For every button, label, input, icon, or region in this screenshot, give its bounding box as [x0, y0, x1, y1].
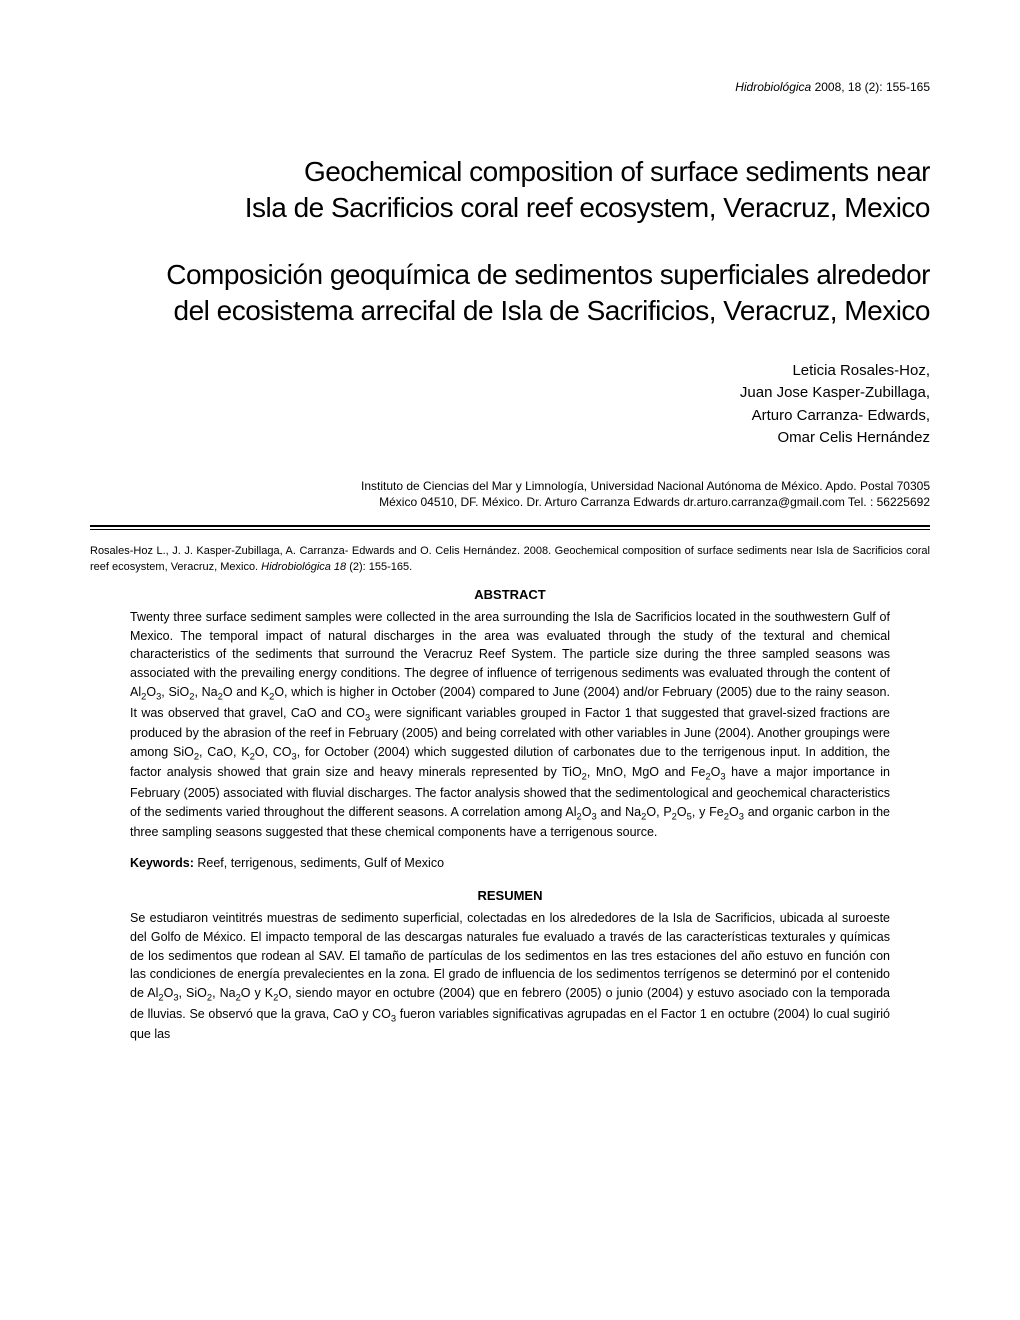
- citation-authors: Rosales-Hoz L., J. J. Kasper-Zubillaga, …: [90, 545, 930, 572]
- affiliation-line2: México 04510, DF. México. Dr. Arturo Car…: [90, 494, 930, 511]
- citation-full: Rosales-Hoz L., J. J. Kasper-Zubillaga, …: [90, 544, 930, 575]
- title-es-line2: del ecosistema arrecifal de Isla de Sacr…: [90, 293, 930, 329]
- authors-block: Leticia Rosales-Hoz, Juan Jose Kasper-Zu…: [90, 360, 930, 450]
- title-english: Geochemical composition of surface sedim…: [90, 154, 930, 227]
- author-4: Omar Celis Hernández: [90, 427, 930, 450]
- keywords-label: Keywords:: [130, 856, 194, 870]
- citation-journal: Hidrobiológica 18: [261, 561, 349, 573]
- citation-rest: (2): 155-165.: [349, 561, 412, 573]
- title-spanish: Composición geoquímica de sedimentos sup…: [90, 257, 930, 330]
- divider-thick: [90, 525, 930, 527]
- abstract-heading: ABSTRACT: [90, 587, 930, 602]
- affiliation-line1: Instituto de Ciencias del Mar y Limnolog…: [90, 478, 930, 495]
- divider-thin: [90, 529, 930, 530]
- abstract-body: Twenty three surface sediment samples we…: [90, 608, 930, 842]
- title-en-line2: Isla de Sacrificios coral reef ecosystem…: [90, 190, 930, 226]
- title-en-line1: Geochemical composition of surface sedim…: [90, 154, 930, 190]
- keywords-text: Reef, terrigenous, sediments, Gulf of Me…: [194, 856, 444, 870]
- affiliation-block: Instituto de Ciencias del Mar y Limnolog…: [90, 478, 930, 512]
- author-1: Leticia Rosales-Hoz,: [90, 360, 930, 383]
- header-journal: Hidrobiológica: [735, 80, 811, 94]
- header-year-vol: 2008, 18 (2): 155-165: [811, 80, 930, 94]
- resumen-heading: RESUMEN: [90, 888, 930, 903]
- keywords-block: Keywords: Reef, terrigenous, sediments, …: [90, 856, 930, 870]
- author-3: Arturo Carranza- Edwards,: [90, 405, 930, 428]
- author-2: Juan Jose Kasper-Zubillaga,: [90, 382, 930, 405]
- resumen-body: Se estudiaron veintitrés muestras de sed…: [90, 909, 930, 1044]
- header-citation: Hidrobiológica 2008, 18 (2): 155-165: [90, 80, 930, 94]
- title-es-line1: Composición geoquímica de sedimentos sup…: [90, 257, 930, 293]
